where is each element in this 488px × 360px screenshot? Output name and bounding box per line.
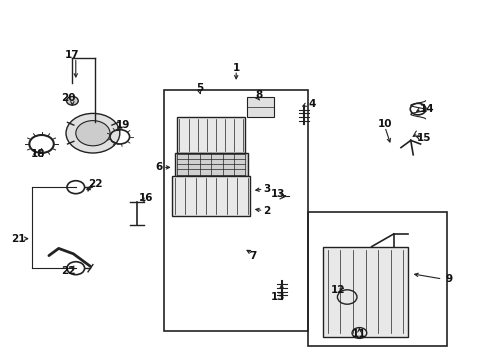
Text: 14: 14 [419, 104, 433, 114]
Text: 3: 3 [263, 184, 270, 194]
Text: 5: 5 [196, 83, 203, 93]
Text: 21: 21 [11, 234, 26, 244]
Text: 8: 8 [255, 90, 262, 100]
Circle shape [76, 121, 110, 146]
Circle shape [66, 113, 120, 153]
Text: 15: 15 [416, 133, 431, 143]
Text: 19: 19 [116, 120, 130, 130]
Text: 10: 10 [377, 119, 391, 129]
Text: 22: 22 [88, 179, 102, 189]
Bar [163, 90, 307, 331]
Bar [172, 176, 250, 216]
Text: 13: 13 [270, 189, 285, 199]
Text: 22: 22 [61, 266, 76, 276]
Bar [174, 153, 247, 176]
Text: 7: 7 [249, 251, 257, 261]
Text: 17: 17 [64, 50, 79, 60]
Text: 9: 9 [445, 274, 451, 284]
Bar [246, 97, 273, 117]
Text: 4: 4 [307, 99, 315, 109]
Text: 13: 13 [270, 292, 285, 302]
Text: 16: 16 [138, 193, 153, 203]
Text: 6: 6 [155, 162, 162, 172]
Text: 20: 20 [61, 93, 76, 103]
Text: 18: 18 [30, 149, 45, 159]
Bar [177, 117, 245, 153]
Text: 12: 12 [330, 285, 345, 295]
Text: 2: 2 [263, 206, 270, 216]
Text: 1: 1 [232, 63, 239, 73]
Circle shape [66, 96, 78, 105]
Bar [322, 247, 407, 337]
Bar [307, 212, 447, 346]
Text: 11: 11 [351, 329, 366, 339]
